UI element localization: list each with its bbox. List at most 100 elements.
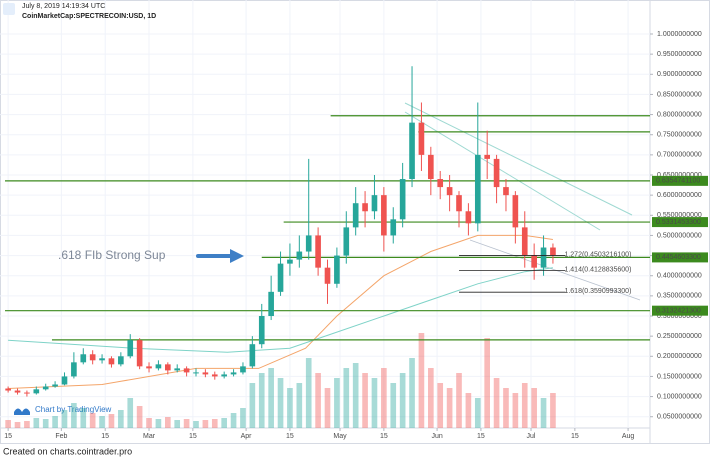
volume-bar — [155, 419, 162, 428]
volume-bar — [418, 333, 425, 428]
y-tick-label: 0.9500000000 — [657, 51, 702, 58]
trendline — [469, 239, 641, 301]
price-label-box — [652, 305, 708, 316]
volume-bar — [89, 413, 96, 428]
volume-bar — [409, 358, 415, 428]
candle-body — [428, 154, 434, 180]
y-tick-label: 0.7000000000 — [657, 152, 702, 159]
candle-body — [409, 122, 415, 180]
candle-body — [42, 386, 49, 390]
volume-bar — [362, 373, 368, 428]
volume-bar — [258, 373, 265, 428]
volume-bar — [428, 368, 434, 428]
candle-body — [136, 340, 143, 367]
volume-bar — [352, 363, 359, 428]
annotation: .618 FIb Strong Sup — [58, 248, 166, 262]
volume-bar — [61, 410, 68, 428]
volume-bar — [315, 373, 321, 428]
x-tick-label: Feb — [55, 433, 67, 440]
price-label-box — [652, 252, 708, 263]
candle-body — [437, 179, 444, 188]
volume-bar — [24, 421, 30, 428]
trendline — [404, 102, 633, 216]
candle-body — [14, 390, 21, 393]
volume-bar — [230, 413, 237, 428]
y-tick-label: 1.0000000000 — [657, 31, 702, 38]
candle-body — [390, 219, 397, 236]
candle-body — [352, 203, 359, 228]
fib-label: 1.272(0.4503216100) — [564, 251, 631, 258]
y-tick-label: 0.1500000000 — [657, 373, 702, 380]
candle-body — [512, 195, 519, 228]
volume-bar — [493, 378, 500, 428]
candle-body — [221, 374, 227, 377]
footer: Created on charts.cointrader.pro — [3, 446, 132, 456]
y-tick-label: 0.3500000000 — [657, 293, 702, 300]
candle-body — [164, 364, 171, 371]
volume-bar — [474, 398, 481, 428]
volume-bar — [531, 388, 537, 428]
volume-bar — [296, 383, 303, 428]
candle-body — [334, 255, 340, 284]
volume-bar — [80, 408, 87, 428]
volume-bar — [305, 358, 312, 428]
y-tick-label: 0.3000000000 — [657, 313, 702, 320]
y-tick-label: 0.1000000000 — [657, 393, 702, 400]
y-tick-label: 0.2500000000 — [657, 333, 702, 340]
candle-body — [89, 354, 96, 361]
volume-bar — [550, 393, 556, 428]
x-tick-label: 15 — [4, 433, 12, 440]
volume-bar — [465, 393, 472, 428]
volume-bar — [287, 388, 293, 428]
volume-bar — [249, 383, 256, 428]
volume-bar — [371, 378, 378, 428]
volume-bar — [108, 414, 115, 428]
candle-body — [465, 211, 472, 224]
candle-body — [174, 368, 181, 371]
moving-average — [8, 267, 553, 353]
x-tick-label: Aug — [622, 433, 635, 440]
candle-body — [305, 235, 312, 252]
volume-bar — [99, 416, 105, 428]
volume-bar — [164, 417, 171, 428]
y-tick-label: 0.5000000000 — [657, 232, 702, 239]
x-tick-label: Jul — [527, 433, 536, 440]
candle-body — [249, 344, 256, 367]
symbol-title: CoinMarketCap:SPECTRECOIN:USD, 1D — [22, 13, 156, 20]
x-tick-label: 15 — [189, 433, 197, 440]
candle-body — [315, 235, 321, 268]
volume-bar — [33, 418, 40, 428]
arrow-head — [230, 249, 244, 263]
candle-body — [61, 376, 68, 385]
candle-body — [80, 354, 87, 363]
x-tick-label: 15 — [477, 433, 485, 440]
candle-body — [33, 389, 40, 394]
candle-body — [211, 374, 218, 377]
candle-body — [5, 388, 11, 391]
volume-bar — [503, 388, 509, 428]
price-label: 0.3132421300 — [656, 308, 701, 315]
candle-body — [399, 179, 406, 220]
x-tick-label: May — [333, 433, 347, 440]
volume-bar — [277, 378, 284, 428]
candle-body — [268, 291, 274, 317]
volume-bar — [324, 388, 331, 428]
y-tick-label: 0.7500000000 — [657, 132, 702, 139]
y-tick-label: 0.6500000000 — [657, 172, 702, 179]
volume-bar — [456, 373, 462, 428]
timestamp: July 8, 2019 14:19:34 UTC — [22, 3, 105, 10]
candle-body — [99, 358, 105, 361]
x-tick-label: 15 — [101, 433, 109, 440]
candle-body — [418, 122, 425, 155]
volume-bar — [211, 419, 218, 428]
volume-bar — [446, 388, 453, 428]
x-tick-label: 15 — [286, 433, 294, 440]
candle-body — [456, 195, 462, 212]
price-label-box — [652, 175, 708, 186]
x-tick-label: Jun — [431, 433, 442, 440]
volume-bar — [399, 373, 406, 428]
candle-body — [503, 187, 509, 196]
candle-body — [324, 267, 331, 284]
